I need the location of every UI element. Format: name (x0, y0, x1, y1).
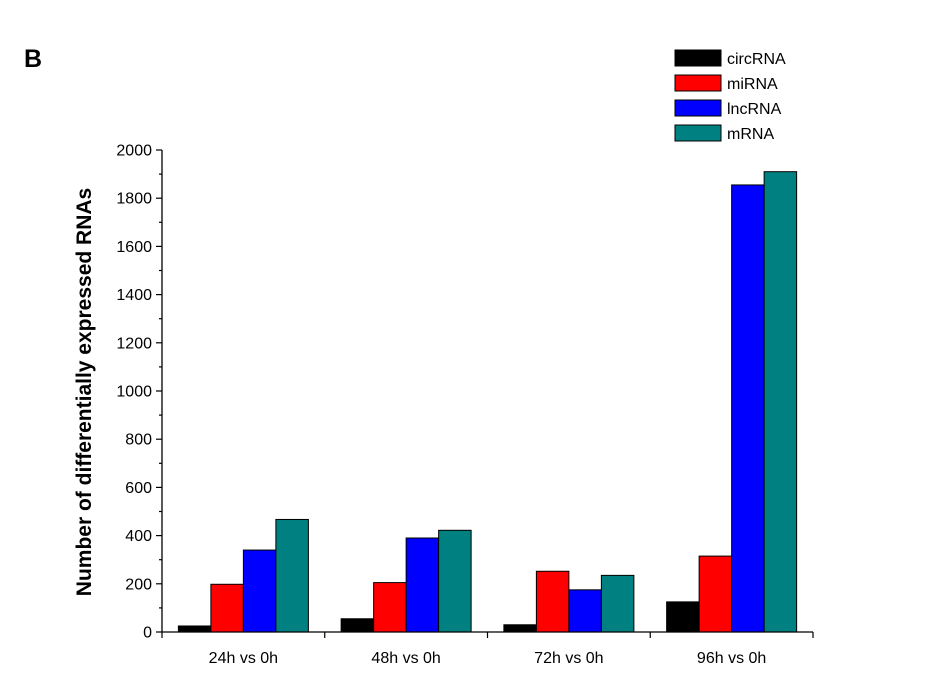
x-tick-label: 24h vs 0h (209, 650, 278, 667)
y-tick-label: 1000 (116, 384, 152, 401)
bar-miRNA-2 (535, 570, 570, 633)
bar-circRNA-3 (666, 601, 700, 633)
y-tick-label: 1200 (116, 335, 152, 352)
y-tick-label: 200 (125, 576, 152, 593)
x-tick-label: 48h vs 0h (371, 650, 440, 667)
legend-label-miRNA: miRNA (727, 76, 778, 93)
bar-miRNA-1 (373, 582, 407, 633)
y-tick-label: 400 (125, 528, 152, 545)
legend-swatch-circRNA (674, 49, 722, 67)
y-tick-label: 2000 (116, 143, 152, 160)
legend-swatch-miRNA (674, 74, 722, 92)
legend: circRNA miRNA lncRNA mRNA (674, 49, 786, 143)
legend-label-lncRNA: lncRNA (727, 101, 782, 118)
bars-group (177, 171, 798, 633)
bar-lncRNA-0 (242, 549, 277, 633)
y-tick-label: 0 (143, 625, 152, 642)
bar-mRNA-3 (763, 171, 798, 633)
y-tick-label: 1400 (116, 287, 152, 304)
bar-circRNA-0 (177, 625, 212, 633)
legend-label-mRNA: mRNA (727, 126, 774, 143)
legend-label-circRNA: circRNA (727, 51, 786, 68)
bar-lncRNA-1 (405, 537, 440, 633)
y-tick-label: 1600 (116, 239, 152, 256)
legend-swatch-mRNA (674, 124, 722, 142)
bar-miRNA-0 (210, 583, 244, 633)
x-tick-label: 72h vs 0h (534, 650, 603, 667)
bar-mRNA-0 (275, 518, 309, 633)
bar-circRNA-2 (503, 624, 537, 633)
bar-mRNA-1 (438, 529, 472, 633)
x-ticks-group: 24h vs 0h 48h vs 0h 72h vs 0h 96h vs 0h (161, 632, 814, 667)
y-axis-label: Number of differentially expressed RNAs (73, 188, 96, 596)
x-tick-label: 96h vs 0h (697, 650, 766, 667)
bar-lncRNA-2 (568, 589, 602, 633)
bar-mRNA-2 (600, 574, 635, 633)
bar-miRNA-3 (698, 555, 733, 633)
y-tick-label: 1800 (116, 191, 152, 208)
legend-swatch-lncRNA (674, 99, 722, 117)
bar-lncRNA-3 (731, 184, 765, 633)
y-ticks-group: 0 200 400 600 800 1000 1200 1400 1600 1800 2000 (116, 143, 162, 642)
y-tick-label: 600 (125, 480, 152, 497)
y-tick-label: 800 (125, 432, 152, 449)
panel-label: B (24, 45, 42, 73)
bar-circRNA-1 (340, 618, 375, 633)
